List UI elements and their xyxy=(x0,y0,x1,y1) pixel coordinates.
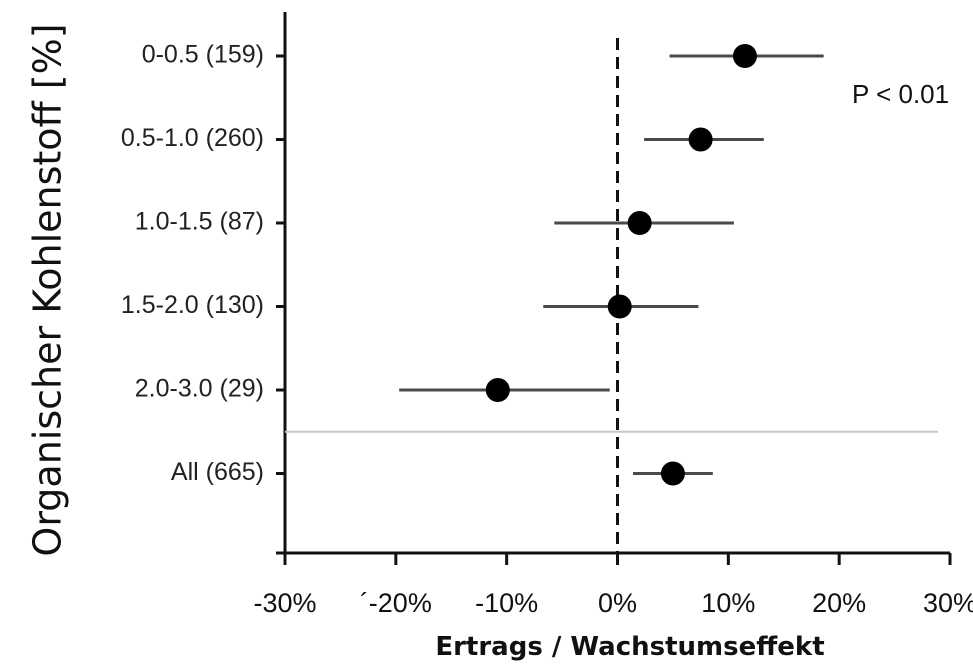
x-tick-label: ´-20% xyxy=(360,588,432,618)
point-estimate-marker xyxy=(660,461,685,486)
x-tick-label: 30% xyxy=(923,588,973,618)
p-value-annotation: P < 0.01 xyxy=(852,79,949,109)
y-category-label: 1.5-2.0 (130) xyxy=(121,291,264,319)
y-category-label: 0.5-1.0 (260) xyxy=(121,124,264,152)
point-estimate-marker xyxy=(607,294,632,319)
x-axis-label: Ertrags / Wachstumseffekt xyxy=(435,632,824,662)
point-estimate-marker xyxy=(688,127,713,152)
point-estimate-marker xyxy=(732,44,757,68)
point-estimate-marker xyxy=(627,211,652,235)
y-category-label: 1.0-1.5 (87) xyxy=(135,208,264,236)
x-tick-label: 10% xyxy=(701,588,755,618)
x-tick-label: 20% xyxy=(812,588,866,618)
x-tick-label: 0% xyxy=(598,588,637,618)
y-category-label: 2.0-3.0 (29) xyxy=(135,375,264,403)
x-tick-label: -30% xyxy=(253,588,316,618)
y-axis-label-group: Organischer Kohlenstoff [%] xyxy=(26,23,70,556)
y-category-label: All (665) xyxy=(171,458,264,486)
point-estimate-marker xyxy=(485,378,510,402)
y-category-label: 0-0.5 (159) xyxy=(142,41,264,69)
x-tick-label: -10% xyxy=(475,588,538,618)
y-axis-label: Organischer Kohlenstoff [%] xyxy=(26,23,70,556)
